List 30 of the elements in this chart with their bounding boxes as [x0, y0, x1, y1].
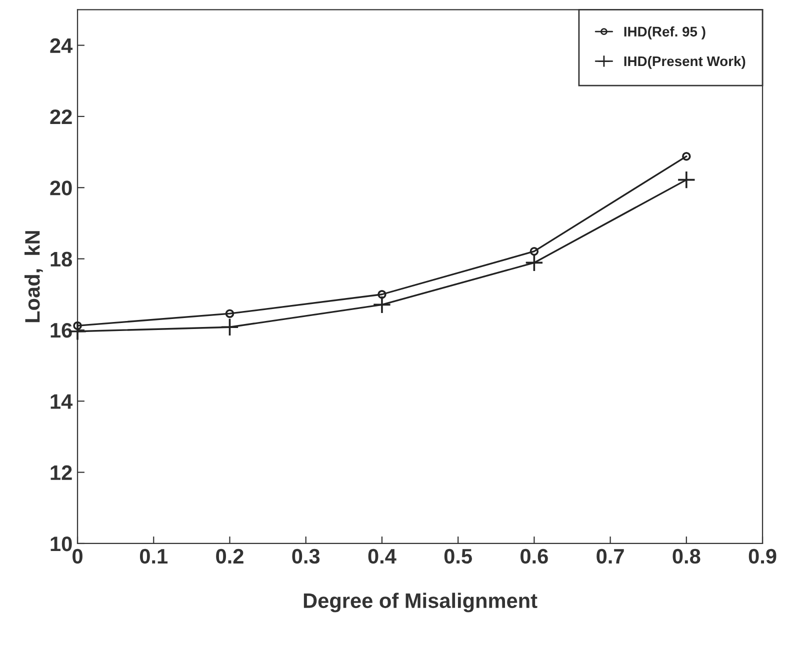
point	[378, 290, 386, 299]
point	[530, 246, 539, 256]
x-tick-label: 0.1	[140, 548, 168, 564]
point	[677, 170, 696, 190]
point	[225, 309, 234, 318]
x-tick-label: 0.8	[672, 548, 700, 564]
point	[372, 295, 392, 314]
x-tick-label: 0.5	[444, 548, 472, 564]
y-tick-label: 18	[50, 252, 72, 267]
y-tick-label: 14	[50, 394, 73, 409]
y-tick-label: 22	[50, 109, 72, 124]
legend-label: IHD(Ref. 95 )	[624, 26, 706, 40]
x-tick-label: 0.4	[368, 548, 396, 564]
x-tick-label: 0.2	[216, 548, 244, 564]
legend-label: IHD(Present Work)	[624, 56, 746, 69]
x-axis-title: Degree of Misalignment	[304, 592, 538, 612]
x-tick-label: 0.7	[596, 548, 624, 564]
y-tick-label: 16	[50, 322, 72, 338]
x-tick-label: 0.6	[520, 548, 548, 564]
y-tick-label: 20	[50, 180, 72, 196]
x-tick-label: 0	[72, 548, 82, 564]
point	[220, 318, 239, 336]
point	[682, 152, 691, 161]
x-tick-label: 0.9	[748, 548, 776, 564]
y-tick-label: 24	[50, 38, 73, 53]
y-tick-label: 10	[50, 536, 72, 552]
y-axis-title: Load, kN	[24, 231, 43, 322]
point	[73, 321, 82, 330]
x-tick-label: 0.3	[292, 548, 320, 564]
y-tick-label: 12	[50, 465, 72, 480]
